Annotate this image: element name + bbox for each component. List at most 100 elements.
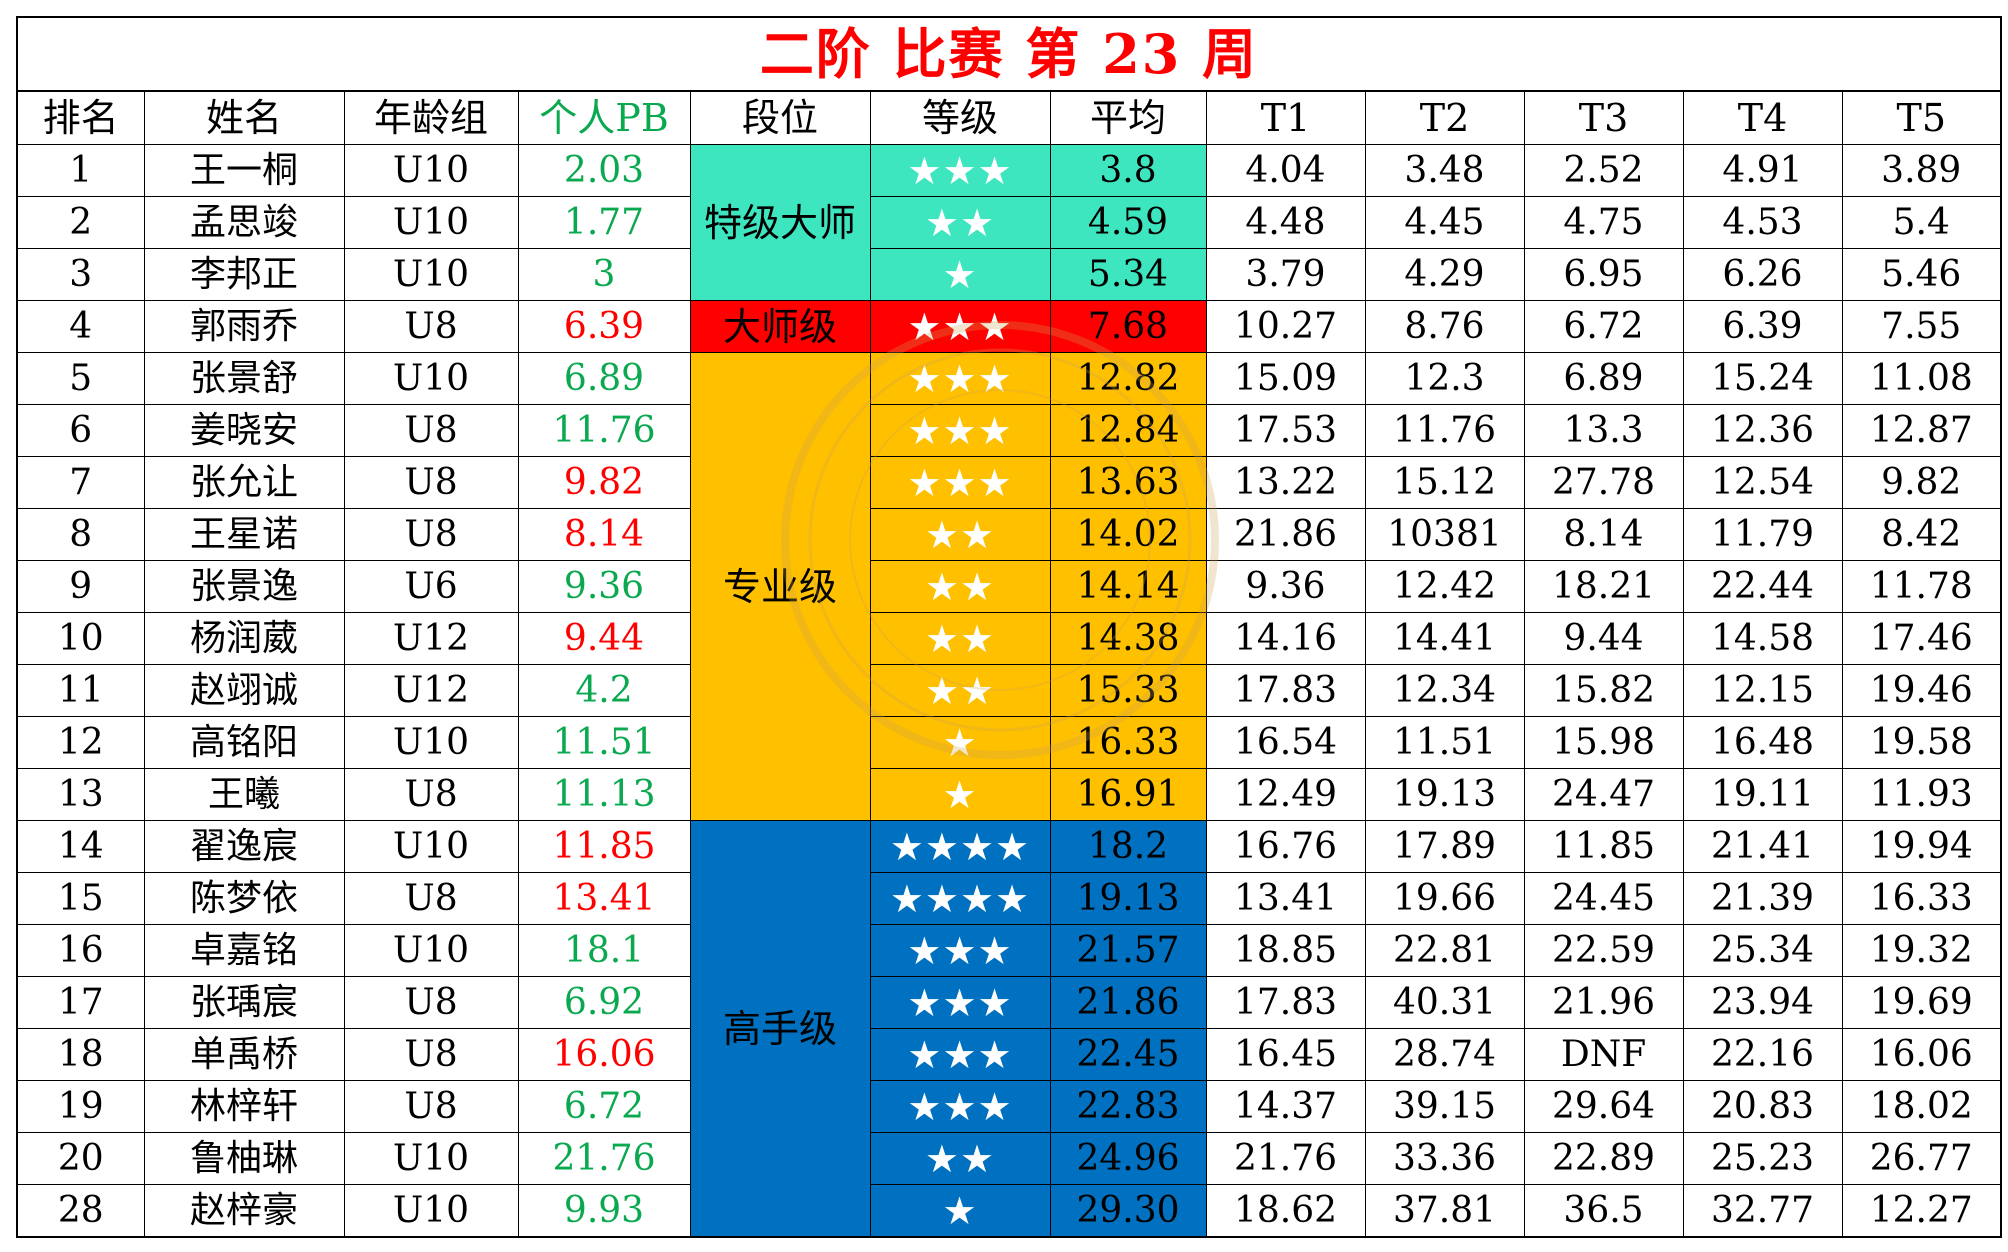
personal-best-cell: 1.77 <box>517 196 691 249</box>
time-cell-t5: 7.55 <box>1841 300 2002 353</box>
time-cell-t3: 15.98 <box>1523 716 1684 769</box>
time-cell-t5: 19.69 <box>1841 976 2002 1029</box>
time-cell-t5: 12.87 <box>1841 404 2002 457</box>
level-stars: ★★ <box>869 196 1051 249</box>
average-cell: 3.8 <box>1049 144 1207 197</box>
time-cell-t3: 18.21 <box>1523 560 1684 613</box>
time-cell-t3: 22.89 <box>1523 1132 1684 1185</box>
rank-cell: 17 <box>16 976 145 1029</box>
level-stars: ★★ <box>869 508 1051 561</box>
time-cell-t1: 18.62 <box>1205 1184 1366 1238</box>
name-cell: 赵梓豪 <box>143 1184 345 1238</box>
time-cell-t1: 14.37 <box>1205 1080 1366 1133</box>
time-cell-t1: 3.79 <box>1205 248 1366 301</box>
level-stars: ★ <box>869 1184 1051 1238</box>
time-cell-t3: 2.52 <box>1523 144 1684 197</box>
time-cell-t2: 22.81 <box>1364 924 1525 977</box>
level-stars: ★★★ <box>869 404 1051 457</box>
time-cell-t3: 22.59 <box>1523 924 1684 977</box>
level-stars: ★★★ <box>869 352 1051 405</box>
age-group-cell: U10 <box>343 1184 519 1238</box>
header-t1: T1 <box>1205 90 1366 145</box>
time-cell-t5: 8.42 <box>1841 508 2002 561</box>
time-cell-t4: 20.83 <box>1682 1080 1843 1133</box>
table-row: 12 高铭阳 U10 11.51 ★ 16.33 16.54 11.51 15.98 16.48 1… <box>16 716 2002 769</box>
rank-cell: 4 <box>16 300 145 353</box>
time-cell-t3: 11.85 <box>1523 820 1684 873</box>
age-group-cell: U8 <box>343 976 519 1029</box>
rank-cell: 2 <box>16 196 145 249</box>
age-group-cell: U10 <box>343 196 519 249</box>
time-cell-t1: 14.16 <box>1205 612 1366 665</box>
time-cell-t3: 29.64 <box>1523 1080 1684 1133</box>
table-row: 18 单禹桥 U8 16.06 ★★★ 22.45 16.45 28.74 DNF 22.16 16… <box>16 1028 2002 1081</box>
name-cell: 郭雨乔 <box>143 300 345 353</box>
average-cell: 24.96 <box>1049 1132 1207 1185</box>
level-stars: ★★ <box>869 612 1051 665</box>
time-cell-t4: 14.58 <box>1682 612 1843 665</box>
level-stars: ★★★ <box>869 976 1051 1029</box>
level-stars: ★★ <box>869 664 1051 717</box>
time-cell-t3: 6.95 <box>1523 248 1684 301</box>
rank-cell: 9 <box>16 560 145 613</box>
time-cell-t5: 9.82 <box>1841 456 2002 509</box>
level-stars: ★★ <box>869 560 1051 613</box>
header-personal-best: 个人PB <box>517 90 691 145</box>
time-cell-t4: 32.77 <box>1682 1184 1843 1238</box>
time-cell-t1: 4.48 <box>1205 196 1366 249</box>
name-cell: 高铭阳 <box>143 716 345 769</box>
time-cell-t4: 6.39 <box>1682 300 1843 353</box>
time-cell-t2: 12.34 <box>1364 664 1525 717</box>
header-segment: 段位 <box>689 90 871 145</box>
rank-cell: 18 <box>16 1028 145 1081</box>
time-cell-t5: 16.06 <box>1841 1028 2002 1081</box>
time-cell-t1: 21.76 <box>1205 1132 1366 1185</box>
time-cell-t2: 17.89 <box>1364 820 1525 873</box>
header-average: 平均 <box>1049 90 1207 145</box>
personal-best-cell: 3 <box>517 248 691 301</box>
level-stars: ★★★★ <box>869 820 1051 873</box>
time-cell-t1: 16.45 <box>1205 1028 1366 1081</box>
level-stars: ★★★★ <box>869 872 1051 925</box>
table-row: 28 赵梓豪 U10 9.93 ★ 29.30 18.62 37.81 36.5 32.77 12.… <box>16 1184 2002 1238</box>
personal-best-cell: 2.03 <box>517 144 691 197</box>
score-sheet: 二阶 比赛 第 23 周 排名 姓名 年龄组 个人PB 段位 等级 平均 T1 … <box>16 16 2002 1238</box>
time-cell-t3: 13.3 <box>1523 404 1684 457</box>
age-group-cell: U12 <box>343 664 519 717</box>
rank-cell: 3 <box>16 248 145 301</box>
time-cell-t2: 14.41 <box>1364 612 1525 665</box>
time-cell-t4: 16.48 <box>1682 716 1843 769</box>
name-cell: 王一桐 <box>143 144 345 197</box>
time-cell-t2: 28.74 <box>1364 1028 1525 1081</box>
time-cell-t2: 40.31 <box>1364 976 1525 1029</box>
time-cell-t1: 16.76 <box>1205 820 1366 873</box>
level-stars: ★★★ <box>869 456 1051 509</box>
age-group-cell: U8 <box>343 508 519 561</box>
level-stars: ★★★ <box>869 924 1051 977</box>
age-group-cell: U8 <box>343 872 519 925</box>
average-cell: 16.91 <box>1049 768 1207 821</box>
time-cell-t2: 3.48 <box>1364 144 1525 197</box>
name-cell: 姜晓安 <box>143 404 345 457</box>
level-stars: ★★ <box>869 1132 1051 1185</box>
time-cell-t5: 11.78 <box>1841 560 2002 613</box>
rank-cell: 10 <box>16 612 145 665</box>
table-row: 16 卓嘉铭 U10 18.1 ★★★ 21.57 18.85 22.81 22.59 25.34… <box>16 924 2002 977</box>
level-stars: ★ <box>869 248 1051 301</box>
header-t4: T4 <box>1682 90 1843 145</box>
name-cell: 张允让 <box>143 456 345 509</box>
average-cell: 16.33 <box>1049 716 1207 769</box>
name-cell: 王星诺 <box>143 508 345 561</box>
time-cell-t3: 24.47 <box>1523 768 1684 821</box>
age-group-cell: U12 <box>343 612 519 665</box>
time-cell-t2: 19.13 <box>1364 768 1525 821</box>
average-cell: 13.63 <box>1049 456 1207 509</box>
age-group-cell: U10 <box>343 924 519 977</box>
time-cell-t3: 21.96 <box>1523 976 1684 1029</box>
time-cell-t4: 21.39 <box>1682 872 1843 925</box>
rank-cell: 7 <box>16 456 145 509</box>
rank-cell: 8 <box>16 508 145 561</box>
table-row: 10 杨润葳 U12 9.44 ★★ 14.38 14.16 14.41 9.44 14.58 17… <box>16 612 2002 665</box>
personal-best-cell: 11.13 <box>517 768 691 821</box>
segment-label: 专业级 <box>689 352 871 821</box>
